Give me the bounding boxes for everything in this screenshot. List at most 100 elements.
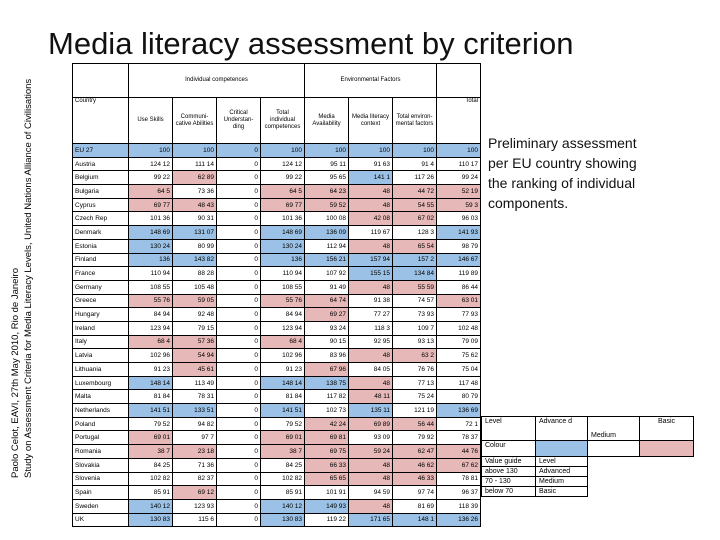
col-header: Total environ-mental factors (392, 97, 437, 144)
legend-medium-label: Medium (587, 416, 640, 441)
value-cell: 141 93 (436, 225, 481, 240)
value-cell: 133 51 (172, 403, 217, 418)
value-cell: 80 79 (436, 389, 481, 405)
value-cell: 0 (216, 512, 261, 528)
value-cell: 48 (348, 348, 393, 363)
table-row: Slovakia 84 25 71 36 0 84 25 66 33 48 46 62 67 6… (72, 457, 481, 473)
table-row: Finland 136 143 82 0 136 156 21 157 94 157 2 146… (72, 252, 481, 268)
value-cell: 48 (348, 457, 393, 473)
value-cell: 0 (216, 252, 261, 268)
value-cell: 100 (172, 143, 217, 158)
value-cell: 79 92 (392, 430, 437, 446)
side-credit-text: Paolo Celot, EAVI, 27th May 2010, Rio de… (10, 267, 21, 478)
value-cell: 130 24 (128, 238, 173, 254)
value-cell: 110 94 (260, 266, 305, 281)
country-name: EU 27 (72, 143, 129, 158)
value-cell: 69 75 (304, 444, 349, 459)
value-cell: 82 37 (172, 471, 217, 487)
value-cell: 62 89 (172, 170, 217, 186)
value-cell: 55 59 (392, 279, 437, 295)
corner-cell (72, 63, 129, 98)
value-cell: 75 24 (392, 389, 437, 405)
value-cell: 88 28 (172, 266, 217, 281)
value-cell: 94 82 (172, 416, 217, 432)
value-cell: 84 94 (260, 307, 305, 322)
value-cell: 44 72 (392, 184, 437, 199)
value-cell: 0 (216, 170, 261, 186)
value-cell: 62 47 (392, 444, 437, 459)
col-header: Critical Understan-ding (216, 97, 261, 144)
value-cell: 148 69 (128, 225, 173, 240)
value-cell: 93 13 (392, 334, 437, 350)
value-cell: 46 33 (392, 471, 437, 487)
country-name: Austria (72, 156, 129, 172)
value-cell: 143 82 (172, 252, 217, 268)
value-cell: 0 (216, 430, 261, 446)
table-row: Bulgaria 64 5 73 36 0 64 5 64 23 48 44 72 52 19 (72, 184, 481, 199)
col-header: Use Skills (128, 97, 173, 144)
value-cell: 38 7 (128, 444, 173, 459)
value-cell: 69 01 (260, 430, 305, 446)
value-cell: 117 48 (436, 375, 481, 391)
table-row: Denmark 148 69 131 07 0 148 69 136 09 119 67 12… (72, 225, 481, 240)
value-cell: 64 5 (128, 184, 173, 199)
value-cell: 141 51 (260, 403, 305, 418)
col-header: Media literacy context (348, 97, 393, 144)
table-row: Germany 108 55 105 48 0 108 55 91 49 48 55 59 86… (72, 279, 481, 295)
legend-basic-swatch (639, 440, 694, 457)
value-cell: 157 94 (348, 252, 393, 268)
legend-level-header: Level (535, 456, 588, 467)
value-cell: 38 7 (260, 444, 305, 459)
value-cell: 99 24 (436, 170, 481, 186)
legend-range: 70 - 130 (481, 476, 536, 487)
value-cell: 0 (216, 457, 261, 473)
col-header: Communi-cative Abilities (172, 97, 217, 144)
value-cell: 121 19 (392, 403, 437, 418)
value-cell: 65 65 (304, 471, 349, 487)
value-cell: 148 69 (260, 225, 305, 240)
value-cell: 93 24 (304, 320, 349, 336)
value-cell: 54 94 (172, 348, 217, 363)
value-cell: 0 (216, 293, 261, 309)
value-cell: 71 36 (172, 457, 217, 473)
table-row: Hungary 84 94 92 48 0 84 94 69 27 77 27 73 93 77… (72, 307, 481, 322)
country-name: Malta (72, 389, 129, 405)
value-cell: 73 36 (172, 184, 217, 199)
value-cell: 149 93 (304, 498, 349, 514)
value-cell: 56 44 (392, 416, 437, 432)
value-cell: 94 59 (348, 485, 393, 500)
value-cell: 66 33 (304, 457, 349, 473)
legend-basic-label: Basic (639, 416, 694, 441)
value-cell: 59 52 (304, 197, 349, 213)
value-cell: 130 83 (128, 512, 173, 528)
value-cell: 131 07 (172, 225, 217, 240)
value-cell: 100 (436, 143, 481, 158)
value-cell: 0 (216, 444, 261, 459)
value-cell: 84 25 (128, 457, 173, 473)
value-cell: 91 38 (348, 293, 393, 309)
table-row: Romania 38 7 23 18 0 38 7 69 75 59 24 62 47 44 7… (72, 444, 481, 459)
col-header: Total individual competences (260, 97, 305, 144)
table-row: Estonia 130 24 80 99 0 130 24 112 94 48 65 54 98… (72, 238, 481, 254)
value-cell: 79 52 (128, 416, 173, 432)
table-row: Italy 68 4 57 36 0 68 4 90 15 92 95 93 13 79 09 (72, 334, 481, 350)
value-cell: 78 81 (436, 471, 481, 487)
country-name: Netherlands (72, 403, 129, 418)
table-row: Malta 81 84 78 31 0 81 84 117 82 48 11 75 24 80 … (72, 389, 481, 405)
value-cell: 48 (348, 471, 393, 487)
value-cell: 136 69 (436, 403, 481, 418)
level-legend: Level Advance d Medium Basic Colour Valu… (481, 416, 694, 497)
value-cell: 78 37 (436, 430, 481, 446)
value-cell: 146 67 (436, 252, 481, 268)
table-row: Austria 124 12 111 14 0 124 12 95 11 91 63 91 4… (72, 156, 481, 172)
value-cell: 141 1 (348, 170, 393, 186)
legend-range: above 130 (481, 466, 536, 477)
value-cell: 23 18 (172, 444, 217, 459)
value-cell: 135 11 (348, 403, 393, 418)
col-header: Media Availability (304, 97, 349, 144)
value-cell: 119 89 (436, 266, 481, 281)
value-cell: 48 43 (172, 197, 217, 213)
value-cell: 48 (348, 375, 393, 391)
table-row: Spain 85 91 69 12 0 85 91 101 91 94 59 97 74 96 … (72, 485, 481, 500)
